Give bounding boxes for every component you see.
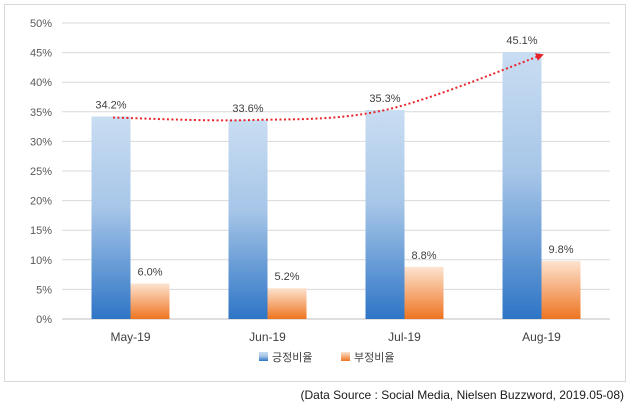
bar-negative-Jul-19: [404, 266, 444, 319]
data-label-positive: 45.1%: [506, 35, 537, 47]
data-labels: 34.2% 6.0% 33.6% 5.2% 35.3% 8.8% 45.1% 9.8%: [95, 35, 573, 283]
legend: 긍정비율 부정비율: [259, 351, 394, 364]
y-tick-label: 30%: [30, 136, 52, 148]
y-tick-label: 15%: [30, 225, 52, 237]
data-label-negative: 6.0%: [137, 266, 162, 278]
bar-negative-May-19: [130, 283, 170, 319]
trendline: [112, 53, 544, 122]
bar-positive-Jun-19: [228, 120, 268, 319]
data-label-positive: 34.2%: [95, 100, 126, 112]
y-tick-label: 45%: [30, 48, 52, 60]
bar-positive-Jul-19: [365, 110, 405, 319]
y-tick-label: 10%: [30, 255, 52, 267]
data-label-negative: 9.8%: [548, 244, 573, 256]
x-axis: May-19 Jun-19 Jul-19 Aug-19: [110, 330, 561, 344]
y-tick-label: 20%: [30, 196, 52, 208]
x-tick-label: May-19: [110, 330, 150, 344]
trendline-arrow: [112, 53, 544, 122]
data-label-positive: 35.3%: [369, 93, 400, 105]
y-tick-label: 5%: [36, 284, 52, 296]
y-tick-label: 35%: [30, 107, 52, 119]
y-tick-label: 0%: [36, 314, 52, 326]
y-tick-label: 40%: [30, 77, 52, 89]
bar-negative-Jun-19: [267, 288, 307, 319]
source-note: (Data Source : Social Media, Nielsen Buz…: [300, 388, 625, 402]
bar-positive-May-19: [91, 116, 131, 319]
x-tick-label: Jul-19: [388, 330, 421, 344]
legend-label: 부정비율: [354, 351, 394, 364]
x-tick-label: Aug-19: [522, 330, 561, 344]
data-label-positive: 33.6%: [232, 103, 263, 115]
x-tick-label: Jun-19: [249, 330, 286, 344]
data-label-negative: 8.8%: [411, 250, 436, 262]
y-tick-label: 25%: [30, 166, 52, 178]
bar-chart: 0% 5% 10% 15% 20% 25% 30% 35% 40% 45% 50% 34.2% 6.0…: [30, 18, 610, 364]
bars: [91, 52, 581, 320]
bar-positive-Aug-19: [502, 52, 542, 320]
y-tick-label: 50%: [30, 18, 52, 30]
chart-frame: [4, 4, 626, 382]
data-label-negative: 5.2%: [274, 271, 299, 283]
legend-label: 긍정비율: [272, 351, 312, 364]
bar-negative-Aug-19: [541, 260, 581, 319]
legend-swatch: [259, 352, 268, 361]
legend-swatch: [341, 352, 350, 361]
y-axis: 0% 5% 10% 15% 20% 25% 30% 35% 40% 45% 50%: [30, 18, 52, 326]
